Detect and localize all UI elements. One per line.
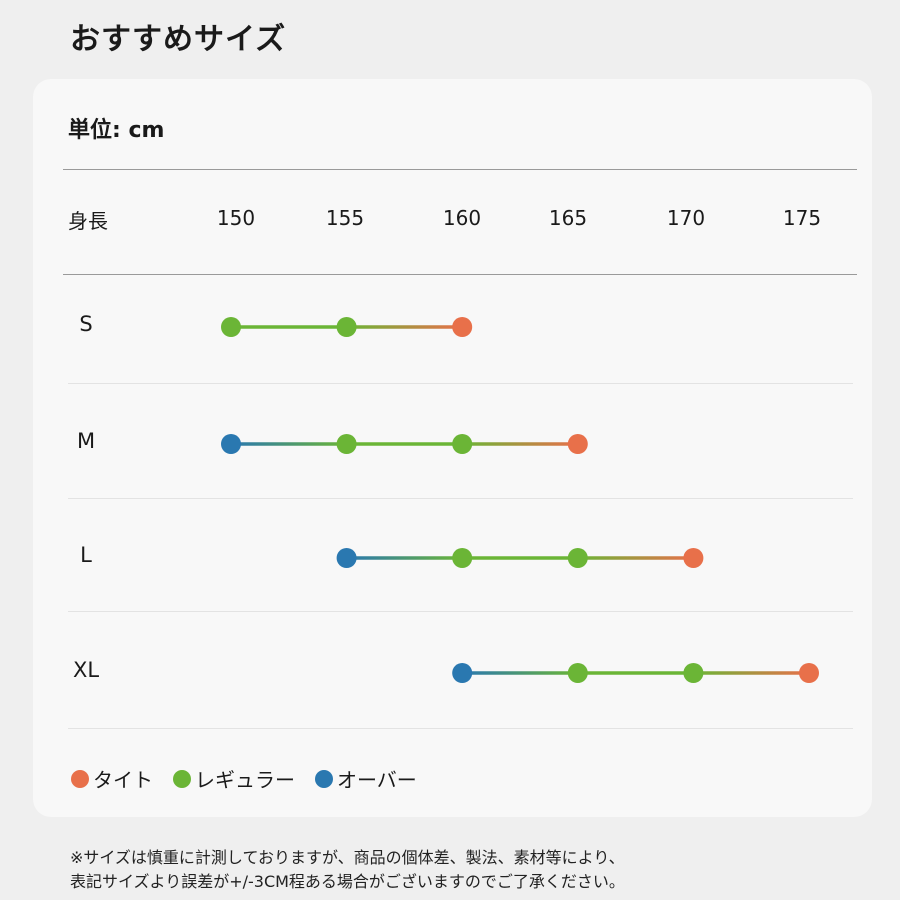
legend-label-tight: タイト — [93, 768, 153, 792]
legend-dot-over — [315, 769, 333, 788]
legend-dot-regular — [173, 769, 191, 788]
tick-label-170: 170 — [666, 206, 706, 230]
point-m-160-regular — [452, 434, 473, 454]
legend: タイト レギュラー オーバー — [71, 764, 437, 793]
tick-label-160: 160 — [442, 206, 482, 230]
point-xl-165-regular — [567, 663, 588, 683]
row-divider — [68, 498, 853, 499]
size-note: ※サイズは慎重に計測しておりますが、商品の個体差、製法、素材等により、 表記サイ… — [70, 846, 625, 894]
note-line-1: ※サイズは慎重に計測しておりますが、商品の個体差、製法、素材等により、 — [70, 848, 625, 867]
point-l-170-tight — [683, 548, 704, 568]
page-title: おすすめサイズ — [70, 22, 287, 57]
size-label-l: L — [80, 543, 92, 567]
size-label-m: M — [76, 429, 96, 453]
point-xl-160-over — [452, 663, 473, 683]
tick-label-150: 150 — [216, 206, 256, 230]
legend-label-over: オーバー — [337, 768, 417, 792]
point-l-155-over — [336, 548, 357, 568]
series-xl — [452, 663, 819, 683]
size-label-s: S — [79, 312, 93, 336]
point-s-160-tight — [452, 317, 473, 337]
tick-label-175: 175 — [782, 206, 822, 230]
size-chart-card — [33, 79, 872, 817]
point-l-160-regular — [452, 548, 473, 568]
point-s-155-regular — [336, 317, 357, 337]
legend-dot-tight — [71, 769, 89, 788]
point-s-150-regular — [221, 317, 241, 337]
point-m-165-tight — [567, 434, 588, 454]
axis-label-height: 身長 — [68, 209, 108, 233]
point-xl-170-regular — [683, 663, 704, 683]
row-divider — [68, 383, 853, 384]
series-s — [221, 317, 473, 337]
unit-label: 単位: cm — [68, 118, 165, 143]
row-divider — [68, 611, 853, 612]
header-bottom-divider — [63, 274, 857, 275]
series-l — [336, 548, 704, 568]
point-m-155-regular — [336, 434, 357, 454]
tick-label-155: 155 — [325, 206, 365, 230]
point-l-165-regular — [567, 548, 588, 568]
legend-item-tight: タイト — [71, 764, 153, 793]
row-divider — [68, 728, 853, 729]
legend-label-regular: レギュラー — [195, 768, 295, 792]
legend-item-regular: レギュラー — [173, 764, 295, 793]
header-top-divider — [63, 169, 857, 170]
size-label-xl: XL — [72, 658, 100, 682]
series-m — [221, 434, 588, 454]
point-xl-175-tight — [799, 663, 819, 683]
legend-item-over: オーバー — [315, 764, 417, 793]
note-line-2: 表記サイズより誤差が+/-3CM程ある場合がございますのでご了承ください。 — [70, 872, 625, 891]
tick-label-165: 165 — [548, 206, 588, 230]
point-m-150-over — [221, 434, 241, 454]
